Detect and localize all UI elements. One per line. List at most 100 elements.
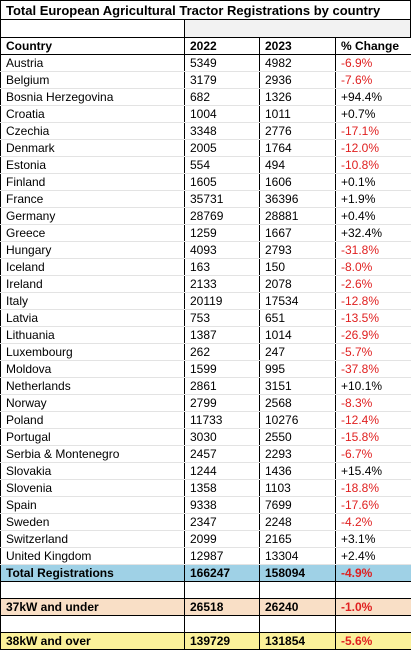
country-cell: Spain xyxy=(0,496,185,514)
table-row: Hungary 4093 2793 -31.8% xyxy=(0,241,411,259)
over38-2022: 139729 xyxy=(184,632,260,650)
change-cell: -6.7% xyxy=(335,445,411,463)
change-cell: -26.9% xyxy=(335,326,411,344)
change-cell: -12.8% xyxy=(335,292,411,310)
table-row: Bosnia Herzegovina 682 1326 +94.4% xyxy=(0,88,411,106)
value-2023-cell: 1606 xyxy=(259,173,336,191)
value-2023-cell: 2248 xyxy=(259,513,336,531)
country-cell: Estonia xyxy=(0,156,185,174)
value-2022-cell: 2799 xyxy=(184,394,260,412)
table-row: Sweden 2347 2248 -4.2% xyxy=(0,513,411,531)
table-row: Denmark 2005 1764 -12.0% xyxy=(0,139,411,157)
change-cell: -10.8% xyxy=(335,156,411,174)
under37-label: 37kW and under xyxy=(0,598,185,616)
value-2023-cell: 2078 xyxy=(259,275,336,293)
country-cell: Bosnia Herzegovina xyxy=(0,88,185,106)
table-row: Croatia 1004 1011 +0.7% xyxy=(0,105,411,123)
country-cell: Austria xyxy=(0,54,185,72)
value-2022-cell: 1244 xyxy=(184,462,260,480)
value-2022-cell: 28769 xyxy=(184,207,260,225)
value-2022-cell: 1259 xyxy=(184,224,260,242)
table-row: Ireland 2133 2078 -2.6% xyxy=(0,275,411,293)
value-2022-cell: 35731 xyxy=(184,190,260,208)
table-row: France 35731 36396 +1.9% xyxy=(0,190,411,208)
change-cell: -8.3% xyxy=(335,394,411,412)
country-cell: Greece xyxy=(0,224,185,242)
table-row: Estonia 554 494 -10.8% xyxy=(0,156,411,174)
header-row: Country 2022 2023 % Change xyxy=(0,37,411,55)
total-2023: 158094 xyxy=(259,564,336,582)
change-cell: -12.4% xyxy=(335,411,411,429)
value-2023-cell: 2568 xyxy=(259,394,336,412)
value-2023-cell: 2165 xyxy=(259,530,336,548)
country-cell: Switzerland xyxy=(0,530,185,548)
country-cell: Hungary xyxy=(0,241,185,259)
value-2023-cell: 494 xyxy=(259,156,336,174)
value-2022-cell: 163 xyxy=(184,258,260,276)
registrations-table: Country 2022 2023 % Change Austria 5349 49… xyxy=(0,37,411,650)
country-cell: Norway xyxy=(0,394,185,412)
value-2022-cell: 262 xyxy=(184,343,260,361)
value-2023-cell: 2550 xyxy=(259,428,336,446)
value-2022-cell: 753 xyxy=(184,309,260,327)
value-2023-cell: 1764 xyxy=(259,139,336,157)
country-cell: Poland xyxy=(0,411,185,429)
total-2022: 166247 xyxy=(184,564,260,582)
col-header-2022: 2022 xyxy=(184,37,260,55)
table-row: Iceland 163 150 -8.0% xyxy=(0,258,411,276)
spacer-row xyxy=(0,581,411,599)
change-cell: -17.6% xyxy=(335,496,411,514)
table-title: Total European Agricultural Tractor Regi… xyxy=(0,0,411,20)
table-row: Lithuania 1387 1014 -26.9% xyxy=(0,326,411,344)
total-label: Total Registrations xyxy=(0,564,185,582)
table-row: Belgium 3179 2936 -7.6% xyxy=(0,71,411,89)
change-cell: +1.9% xyxy=(335,190,411,208)
total-change: -4.9% xyxy=(335,564,411,582)
value-2022-cell: 3179 xyxy=(184,71,260,89)
value-2023-cell: 1326 xyxy=(259,88,336,106)
country-cell: Serbia & Montenegro xyxy=(0,445,185,463)
over38-change: -5.6% xyxy=(335,632,411,650)
table-row: Luxembourg 262 247 -5.7% xyxy=(0,343,411,361)
change-cell: -5.7% xyxy=(335,343,411,361)
value-2022-cell: 2133 xyxy=(184,275,260,293)
value-2023-cell: 17534 xyxy=(259,292,336,310)
value-2022-cell: 3348 xyxy=(184,122,260,140)
value-2022-cell: 5349 xyxy=(184,54,260,72)
country-cell: Slovenia xyxy=(0,479,185,497)
value-2023-cell: 1103 xyxy=(259,479,336,497)
table-row: United Kingdom 12987 13304 +2.4% xyxy=(0,547,411,565)
table-row: Finland 1605 1606 +0.1% xyxy=(0,173,411,191)
value-2023-cell: 10276 xyxy=(259,411,336,429)
country-cell: Germany xyxy=(0,207,185,225)
value-2023-cell: 4982 xyxy=(259,54,336,72)
table-row: Moldova 1599 995 -37.8% xyxy=(0,360,411,378)
table-row: Spain 9338 7699 -17.6% xyxy=(0,496,411,514)
over38-label: 38kW and over xyxy=(0,632,185,650)
change-cell: -31.8% xyxy=(335,241,411,259)
table-row: Greece 1259 1667 +32.4% xyxy=(0,224,411,242)
table-row: Austria 5349 4982 -6.9% xyxy=(0,54,411,72)
value-2022-cell: 1605 xyxy=(184,173,260,191)
value-2022-cell: 1004 xyxy=(184,105,260,123)
country-cell: Czechia xyxy=(0,122,185,140)
value-2022-cell: 1599 xyxy=(184,360,260,378)
value-2022-cell: 20119 xyxy=(184,292,260,310)
table-row: Poland 11733 10276 -12.4% xyxy=(0,411,411,429)
value-2023-cell: 2293 xyxy=(259,445,336,463)
value-2023-cell: 13304 xyxy=(259,547,336,565)
change-cell: -6.9% xyxy=(335,54,411,72)
blank-cell xyxy=(0,20,184,37)
country-cell: Finland xyxy=(0,173,185,191)
under37-row: 37kW and under 26518 26240 -1.0% xyxy=(0,598,411,616)
value-2022-cell: 2347 xyxy=(184,513,260,531)
value-2022-cell: 1358 xyxy=(184,479,260,497)
value-2022-cell: 9338 xyxy=(184,496,260,514)
col-header-change: % Change xyxy=(335,37,411,55)
value-2023-cell: 2776 xyxy=(259,122,336,140)
value-2023-cell: 36396 xyxy=(259,190,336,208)
change-cell: -8.0% xyxy=(335,258,411,276)
change-cell: -37.8% xyxy=(335,360,411,378)
value-2022-cell: 4093 xyxy=(184,241,260,259)
value-2023-cell: 247 xyxy=(259,343,336,361)
